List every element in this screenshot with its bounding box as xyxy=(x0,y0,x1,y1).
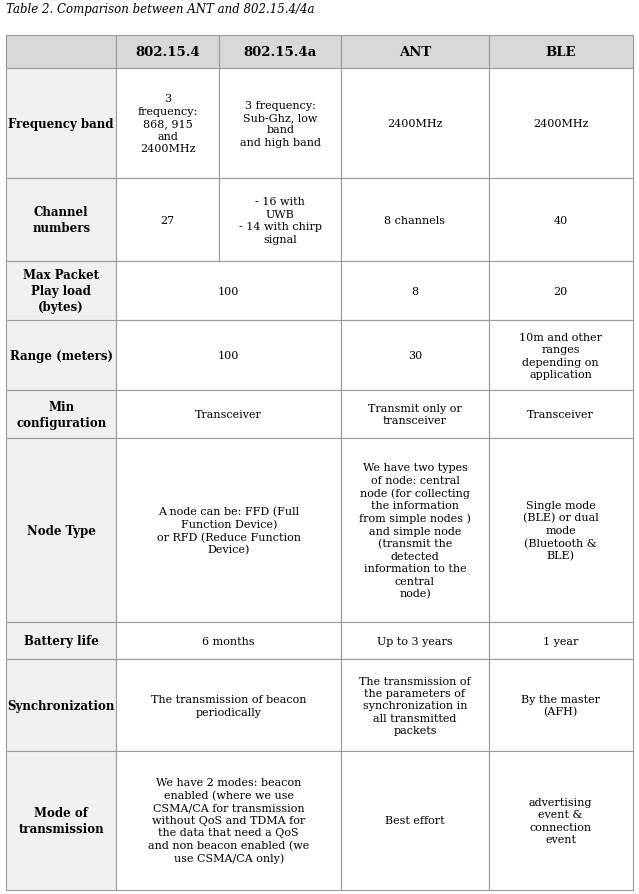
Text: Frequency band: Frequency band xyxy=(8,118,114,131)
Text: Mode of
transmission: Mode of transmission xyxy=(19,806,104,835)
Text: Transceiver: Transceiver xyxy=(527,409,594,420)
Bar xyxy=(116,262,341,321)
Text: Single mode
(BLE) or dual
mode
(Bluetooth &
BLE): Single mode (BLE) or dual mode (Bluetoot… xyxy=(523,501,599,561)
Text: 8 channels: 8 channels xyxy=(385,215,445,225)
Text: 2400MHz: 2400MHz xyxy=(387,119,443,129)
Text: Best effort: Best effort xyxy=(385,815,445,825)
Bar xyxy=(6,660,116,752)
Text: Range (meters): Range (meters) xyxy=(10,350,112,362)
Text: Transmit only or
transceiver: Transmit only or transceiver xyxy=(368,403,462,426)
Bar xyxy=(489,752,633,890)
Text: 6 months: 6 months xyxy=(203,637,255,646)
Text: We have 2 modes: beacon
enabled (where we use
CSMA/CA for transmission
without Q: We have 2 modes: beacon enabled (where w… xyxy=(148,778,309,864)
Text: Node Type: Node Type xyxy=(27,524,96,537)
Bar xyxy=(116,36,219,69)
Bar xyxy=(341,391,489,439)
Bar xyxy=(341,623,489,660)
Text: ANT: ANT xyxy=(399,46,431,59)
Text: The transmission of beacon
periodically: The transmission of beacon periodically xyxy=(151,695,307,717)
Bar xyxy=(6,623,116,660)
Text: advertising
event &
connection
event: advertising event & connection event xyxy=(529,797,592,844)
Text: The transmission of
the parameters of
synchronization in
all transmitted
packets: The transmission of the parameters of sy… xyxy=(359,676,471,735)
Bar xyxy=(116,439,341,623)
Text: Up to 3 years: Up to 3 years xyxy=(377,637,453,646)
Bar xyxy=(6,752,116,890)
Text: 8: 8 xyxy=(412,287,419,297)
Bar xyxy=(341,439,489,623)
Bar xyxy=(489,439,633,623)
Text: Max Packet
Play load
(bytes): Max Packet Play load (bytes) xyxy=(23,269,99,314)
Bar xyxy=(489,623,633,660)
Bar xyxy=(219,69,341,180)
Bar xyxy=(341,660,489,752)
Text: 27: 27 xyxy=(160,215,174,225)
Text: 2400MHz: 2400MHz xyxy=(533,119,589,129)
Bar xyxy=(6,321,116,391)
Bar xyxy=(489,262,633,321)
Bar xyxy=(6,69,116,180)
Text: 40: 40 xyxy=(553,215,567,225)
Bar xyxy=(489,321,633,391)
Bar xyxy=(341,69,489,180)
Text: - 16 with
UWB
- 14 with chirp
signal: - 16 with UWB - 14 with chirp signal xyxy=(239,197,322,244)
Bar xyxy=(6,262,116,321)
Bar xyxy=(489,180,633,262)
Bar xyxy=(116,180,219,262)
Bar xyxy=(341,180,489,262)
Text: BLE: BLE xyxy=(545,46,576,59)
Bar xyxy=(6,439,116,623)
Text: We have two types
of node: central
node (for collecting
the information
from sim: We have two types of node: central node … xyxy=(359,463,471,599)
Bar xyxy=(489,391,633,439)
Text: 100: 100 xyxy=(218,287,240,297)
Text: Battery life: Battery life xyxy=(24,635,98,647)
Text: Synchronization: Synchronization xyxy=(8,699,115,712)
Bar xyxy=(219,36,341,69)
Text: 30: 30 xyxy=(408,351,422,361)
Bar xyxy=(116,623,341,660)
Bar xyxy=(489,69,633,180)
Bar xyxy=(6,36,116,69)
Text: 3 frequency:
Sub-Ghz, low
band
and high band: 3 frequency: Sub-Ghz, low band and high … xyxy=(240,100,321,148)
Text: 10m and other
ranges
depending on
application: 10m and other ranges depending on applic… xyxy=(519,333,602,379)
Bar xyxy=(116,69,219,180)
Text: 20: 20 xyxy=(553,287,567,297)
Bar xyxy=(341,321,489,391)
Text: By the master
(AFH): By the master (AFH) xyxy=(521,694,600,717)
Bar xyxy=(116,391,341,439)
Bar xyxy=(6,391,116,439)
Bar xyxy=(116,752,341,890)
Text: 100: 100 xyxy=(218,351,240,361)
Bar xyxy=(341,262,489,321)
Text: Transceiver: Transceiver xyxy=(196,409,262,420)
Text: Table 2. Comparison between ANT and 802.15.4/4a: Table 2. Comparison between ANT and 802.… xyxy=(6,4,315,16)
Text: Min
configuration: Min configuration xyxy=(16,401,106,429)
Text: 1 year: 1 year xyxy=(543,637,578,646)
Bar xyxy=(489,660,633,752)
Text: 3
frequency:
868, 915
and
2400MHz: 3 frequency: 868, 915 and 2400MHz xyxy=(137,94,197,154)
Text: A node can be: FFD (Full
Function Device)
or RFD (Reduce Function
Device): A node can be: FFD (Full Function Device… xyxy=(157,506,301,555)
Text: 802.15.4a: 802.15.4a xyxy=(243,46,317,59)
Bar xyxy=(116,660,341,752)
Text: Channel
numbers: Channel numbers xyxy=(32,207,90,235)
Text: 802.15.4: 802.15.4 xyxy=(135,46,200,59)
Bar xyxy=(489,36,633,69)
Bar xyxy=(341,36,489,69)
Bar xyxy=(6,180,116,262)
Bar xyxy=(219,180,341,262)
Bar xyxy=(341,752,489,890)
Bar xyxy=(116,321,341,391)
